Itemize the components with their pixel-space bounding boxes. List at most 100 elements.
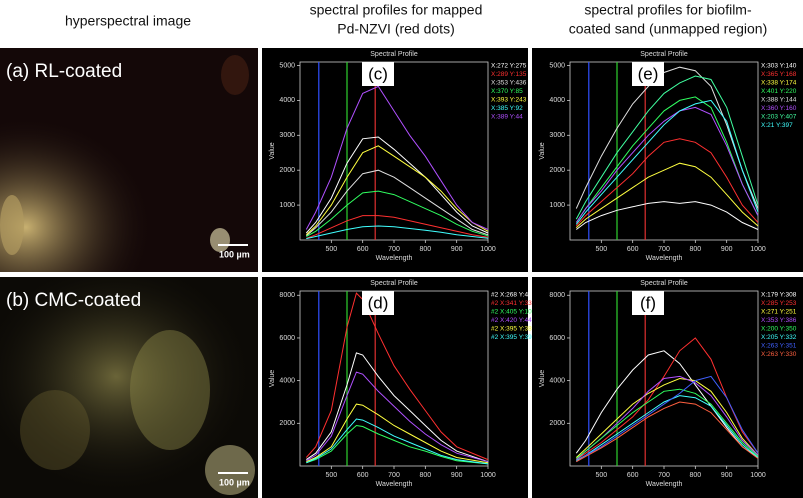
- x-tick-label: 500: [325, 472, 337, 479]
- spectrum-line: [575, 388, 759, 459]
- plot-letter-box: [632, 291, 664, 315]
- column-header: Pd-NZVI (red dots): [337, 21, 454, 37]
- column-header: spectral profiles for mapped: [310, 2, 483, 18]
- y-tick-label: 8000: [279, 292, 295, 299]
- plot-letter-box: [362, 62, 394, 86]
- y-axis-label: Value: [269, 370, 276, 387]
- x-tick-label: 800: [419, 246, 431, 253]
- plot-letter: (e): [638, 64, 659, 83]
- x-tick-label: 700: [658, 472, 670, 479]
- plot-letter: (c): [368, 64, 388, 83]
- x-tick-label: 1000: [750, 472, 766, 479]
- y-tick-label: 2000: [549, 420, 565, 427]
- x-tick-label: 700: [388, 472, 400, 479]
- x-axis-label: Wavelength: [646, 255, 683, 262]
- legend-entry: X:272 Y:275: [491, 63, 527, 70]
- x-axis-label: Wavelength: [376, 255, 413, 262]
- legend-entry: X:365 Y:168: [761, 71, 797, 78]
- legend-entry: X:289 Y:135: [491, 71, 527, 78]
- y-tick-label: 4000: [279, 377, 295, 384]
- plot-title: Spectral Profile: [370, 51, 418, 58]
- x-tick-label: 800: [689, 472, 701, 479]
- y-tick-label: 6000: [549, 335, 565, 342]
- y-tick-label: 1000: [279, 202, 295, 209]
- legend-entry: #2 X:405 Y:106: [491, 309, 536, 316]
- y-tick-label: 2000: [279, 167, 295, 174]
- x-tick-label: 800: [419, 472, 431, 479]
- plot-title: Spectral Profile: [370, 280, 418, 287]
- legend-entry: X:401 Y:220: [761, 88, 797, 95]
- y-tick-label: 5000: [279, 62, 295, 69]
- y-tick-label: 4000: [279, 97, 295, 104]
- y-axis-label: Value: [269, 142, 276, 159]
- y-tick-label: 2000: [279, 420, 295, 427]
- legend-entry: X:360 Y:160: [761, 105, 797, 112]
- spectrum-line: [576, 395, 759, 462]
- x-tick-label: 900: [721, 472, 733, 479]
- spectrum-line: [575, 99, 759, 225]
- y-tick-label: 3000: [549, 132, 565, 139]
- plot-letter: (f): [640, 293, 656, 312]
- legend-entry: X:385 Y:92: [491, 105, 523, 112]
- legend-entry: #2 X:268 Y:423: [491, 292, 536, 299]
- spectrum-line: [575, 350, 759, 458]
- legend-entry: #2 X:420 Y:446: [491, 317, 536, 324]
- spectrum-line: [306, 190, 489, 237]
- panel-label: (a) RL-coated: [6, 61, 122, 82]
- column-header: hyperspectral image: [65, 13, 191, 29]
- image-b: [0, 277, 258, 498]
- y-axis-label: Value: [539, 142, 546, 159]
- plot-letter-box: [632, 62, 664, 86]
- legend-entry: X:388 Y:144: [761, 97, 797, 104]
- legend-entry: X:389 Y:44: [491, 114, 523, 121]
- spectrum-line: [575, 138, 759, 227]
- spectrum-line: [575, 162, 759, 229]
- legend-entry: X:200 Y:350: [761, 326, 797, 333]
- spectrum-line: [575, 96, 759, 223]
- x-tick-label: 1000: [750, 246, 766, 253]
- x-tick-label: 700: [388, 246, 400, 253]
- x-tick-label: 600: [627, 472, 639, 479]
- spectrum-line: [306, 215, 489, 239]
- x-tick-label: 500: [325, 246, 337, 253]
- legend-entry: X:353 Y:436: [491, 80, 527, 87]
- legend-entry: #2 X:395 Y:383: [491, 326, 536, 333]
- x-tick-label: 700: [658, 246, 670, 253]
- legend-entry: X:21 Y:397: [761, 122, 793, 129]
- x-tick-label: 500: [595, 472, 607, 479]
- image-a: [0, 48, 258, 272]
- spectrum-line: [306, 403, 489, 464]
- y-tick-label: 3000: [279, 132, 295, 139]
- scale-bar-label: 100 µm: [219, 477, 250, 487]
- x-tick-label: 900: [721, 246, 733, 253]
- y-tick-label: 5000: [549, 62, 565, 69]
- legend-entry: X:263 Y:351: [761, 343, 797, 350]
- spectrum-line: [306, 371, 489, 463]
- x-tick-label: 1000: [480, 246, 496, 253]
- spectrum-line: [306, 418, 489, 465]
- legend-entry: X:203 Y:407: [761, 114, 797, 121]
- y-tick-label: 1000: [549, 202, 565, 209]
- plot-letter: (d): [368, 293, 389, 312]
- legend-entry: X:370 Y:85: [491, 88, 523, 95]
- plot-title: Spectral Profile: [640, 51, 688, 58]
- x-tick-label: 900: [451, 472, 463, 479]
- x-tick-label: 1000: [480, 472, 496, 479]
- y-tick-label: 8000: [549, 292, 565, 299]
- plot-title: Spectral Profile: [640, 280, 688, 287]
- spectrum-line: [305, 292, 489, 461]
- column-header: spectral profiles for biofilm-: [584, 2, 752, 18]
- spectrum-line: [575, 75, 759, 220]
- column-header: coated sand (unmapped region): [569, 21, 767, 37]
- x-tick-label: 600: [357, 472, 369, 479]
- legend-entry: #2 X:341 Y:333: [491, 300, 536, 307]
- legend-entry: X:353 Y:386: [761, 317, 797, 324]
- plot-letter-box: [362, 291, 394, 315]
- legend-entry: X:393 Y:243: [491, 97, 527, 104]
- spectrum-line: [306, 424, 489, 465]
- spectrum-line: [305, 169, 489, 237]
- spectrum-line: [575, 377, 759, 458]
- panel-label: (b) CMC-coated: [6, 290, 141, 311]
- x-tick-label: 900: [451, 246, 463, 253]
- spectrum-line: [306, 352, 489, 463]
